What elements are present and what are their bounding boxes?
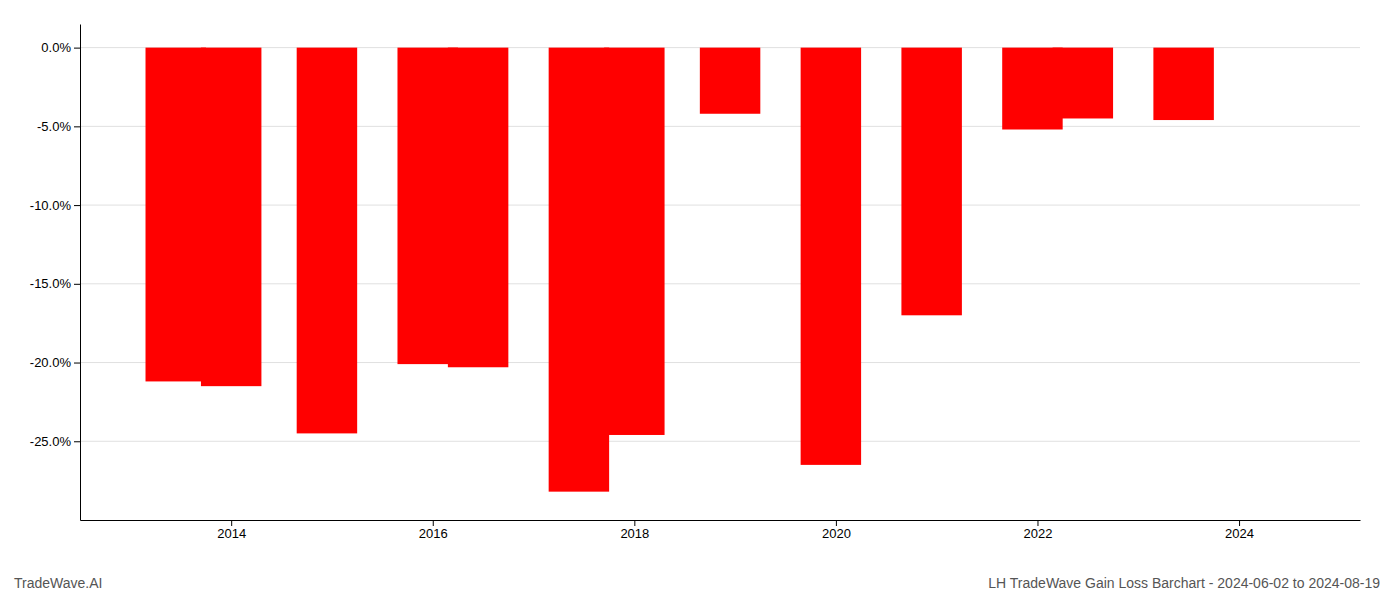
tick: 2022 (1024, 520, 1053, 541)
tick: -25.0% (30, 434, 80, 449)
tick: 2016 (419, 520, 448, 541)
tick-mark (74, 363, 80, 364)
tick-label: 0.0% (41, 40, 71, 55)
title: LH TradeWave Gain Loss Barchart - 2024-0… (988, 575, 1380, 591)
plot: 0.0%-5.0%-10.0%-15.0%-20.0%-25.0%2014201… (30, 25, 1361, 542)
bar (604, 48, 664, 435)
grid-line (80, 283, 1360, 284)
bar (146, 48, 206, 382)
grid-line (80, 441, 1360, 442)
tick: 2020 (822, 520, 851, 541)
tick: -15.0% (30, 276, 80, 291)
tick-label: -5.0% (37, 119, 71, 134)
tick-label: -25.0% (30, 434, 72, 449)
tick-mark (74, 126, 80, 127)
tick-label: -20.0% (30, 355, 72, 370)
tick-label: 2016 (419, 526, 448, 541)
tick-mark (634, 520, 635, 526)
bar (448, 48, 508, 368)
grid-line (80, 126, 1360, 127)
bar (1153, 48, 1213, 120)
tick-mark (836, 520, 837, 526)
annotation: TradeWave.AI (14, 575, 102, 591)
bar (901, 48, 961, 316)
tick-mark (74, 205, 80, 206)
bar (549, 48, 609, 492)
tick-label: 2014 (217, 526, 246, 541)
axis-line (81, 520, 1361, 521)
tick-label: 2018 (620, 526, 649, 541)
tick: 2018 (620, 520, 649, 541)
bar (201, 48, 261, 387)
chart: 0.0%-5.0%-10.0%-15.0%-20.0%-25.0%2014201… (0, 0, 1400, 600)
tick-mark (433, 520, 434, 526)
tick-label: -15.0% (30, 276, 72, 291)
tick-mark (1239, 520, 1240, 526)
tick-mark (74, 441, 80, 442)
grid-line (80, 362, 1360, 363)
grid-line (80, 205, 1360, 206)
x-axis: 2014 2016 2018 2020 2022 2024 (81, 520, 1361, 541)
tick: -5.0% (37, 119, 80, 134)
tick: 0.0% (41, 40, 80, 55)
tick-label: 2022 (1024, 526, 1053, 541)
tick-mark (74, 48, 80, 49)
tick: -20.0% (30, 355, 80, 370)
tick-mark (1037, 520, 1038, 526)
bars (146, 48, 1214, 492)
tick-label: -10.0% (30, 198, 72, 213)
tick: 2014 (217, 520, 246, 541)
tick-label: 2020 (822, 526, 851, 541)
bar (801, 48, 861, 465)
tick-label: 2024 (1225, 526, 1254, 541)
bar (297, 48, 357, 434)
tick: -10.0% (30, 198, 80, 213)
y-axis: 0.0% -5.0% -10.0% -15.0% -20.0% -25.0% (30, 25, 81, 521)
tick: 2024 (1225, 520, 1254, 541)
tick-mark (231, 520, 232, 526)
bar (700, 48, 760, 114)
grid (80, 48, 1360, 442)
tick-mark (74, 284, 80, 285)
bar (1053, 48, 1113, 119)
axis-line (80, 25, 81, 521)
